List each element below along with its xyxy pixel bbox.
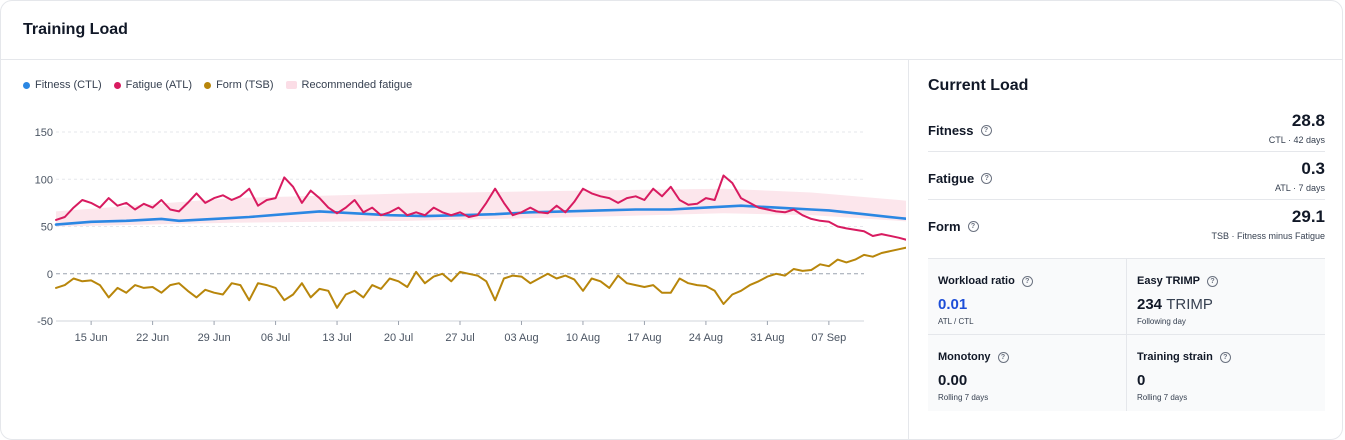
- x-tick-label: 27 Jul: [445, 332, 474, 344]
- training-load-chart: 150 100 50 0 -50 15 Jun 22 Jun 29 Jun 06 Jul 13 J…: [35, 127, 906, 344]
- card-title: Training Load: [23, 21, 128, 38]
- easy-trimp-value: 234 TRIMP: [1137, 296, 1213, 313]
- legend-item-fatigue[interactable]: Fatigue (ATL): [113, 79, 193, 91]
- header-divider: [1, 59, 1342, 60]
- fitness-value: 28.8: [1291, 111, 1325, 130]
- legend-swatch-fitness: [23, 81, 30, 89]
- form-row: Form ? 29.1 TSB · Fitness minus Fatigue: [928, 201, 1325, 249]
- legend-label-recommended-fatigue: Recommended fatigue: [301, 79, 413, 91]
- training-strain-value: 0: [1137, 372, 1146, 389]
- row-divider: [928, 151, 1325, 152]
- x-tick-label: 24 Aug: [689, 332, 723, 344]
- current-load-title: Current Load: [928, 77, 1029, 94]
- x-tick-label: 13 Jul: [322, 332, 351, 344]
- stats-grid: Workload ratio ? 0.01 ATL / CTL Easy TRI…: [928, 258, 1325, 411]
- x-tick-label: 10 Aug: [566, 332, 600, 344]
- y-tick-label: 150: [35, 127, 53, 139]
- monotony-label: Monotony ?: [938, 351, 1009, 363]
- form-sub: TSB · Fitness minus Fatigue: [1211, 231, 1325, 241]
- grid-divider-vertical: [1126, 259, 1127, 411]
- legend-label-fitness: Fitness (CTL): [35, 79, 102, 91]
- y-tick-label: 100: [35, 174, 53, 186]
- legend-item-fitness[interactable]: Fitness (CTL): [23, 79, 102, 91]
- workload-ratio-label-text: Workload ratio: [938, 275, 1015, 287]
- y-tick-label: 50: [41, 222, 53, 234]
- help-icon[interactable]: ?: [980, 125, 992, 136]
- easy-trimp-unit: TRIMP: [1166, 296, 1213, 313]
- fatigue-sub: ATL · 7 days: [1274, 183, 1325, 193]
- form-label-text: Form: [928, 219, 961, 234]
- help-icon[interactable]: ?: [1219, 351, 1231, 363]
- x-tick-label: 15 Jun: [75, 332, 108, 344]
- workload-ratio-sub: ATL / CTL: [938, 317, 974, 326]
- y-tick-label: 0: [47, 269, 53, 281]
- fatigue-value: 0.3: [1301, 159, 1325, 178]
- help-icon[interactable]: ?: [967, 221, 979, 232]
- help-icon[interactable]: ?: [981, 173, 993, 184]
- easy-trimp-sub: Following day: [1137, 317, 1186, 326]
- fatigue-label: Fatigue ?: [928, 171, 993, 186]
- legend-item-recommended-fatigue[interactable]: Recommended fatigue: [285, 79, 413, 91]
- training-strain-cell: Training strain ? 0 Rolling 7 days: [1127, 335, 1325, 410]
- easy-trimp-number: 234: [1137, 296, 1163, 313]
- x-tick-label: 22 Jun: [136, 332, 169, 344]
- legend-label-fatigue: Fatigue (ATL): [125, 79, 193, 91]
- legend-item-form[interactable]: Form (TSB): [204, 79, 274, 91]
- training-strain-label-text: Training strain: [1137, 351, 1213, 363]
- fitness-row: Fitness ? 28.8 CTL · 42 days: [928, 105, 1325, 153]
- recommended-fatigue-band: [56, 188, 906, 227]
- chart-legend: Fitness (CTL) Fatigue (ATL) Form (TSB) R…: [23, 79, 424, 91]
- help-icon[interactable]: ?: [1021, 275, 1033, 287]
- x-tick-label: 03 Aug: [504, 332, 538, 344]
- monotony-label-text: Monotony: [938, 351, 991, 363]
- panel-divider: [908, 60, 909, 440]
- legend-swatch-recommended-fatigue: [285, 81, 297, 89]
- fatigue-row: Fatigue ? 0.3 ATL · 7 days: [928, 153, 1325, 201]
- monotony-cell: Monotony ? 0.00 Rolling 7 days: [928, 335, 1126, 410]
- fatigue-label-text: Fatigue: [928, 171, 975, 186]
- x-tick-label: 07 Sep: [811, 332, 846, 344]
- help-icon[interactable]: ?: [997, 351, 1009, 363]
- fitness-label-text: Fitness: [928, 123, 974, 138]
- help-icon[interactable]: ?: [1206, 275, 1218, 287]
- x-tick-label: 06 Jul: [261, 332, 290, 344]
- workload-ratio-label: Workload ratio ?: [938, 275, 1033, 287]
- monotony-sub: Rolling 7 days: [938, 393, 989, 402]
- workload-ratio-value: 0.01: [938, 296, 968, 313]
- x-tick-label: 17 Aug: [627, 332, 661, 344]
- x-tick-label: 20 Jul: [384, 332, 413, 344]
- monotony-value: 0.00: [938, 372, 968, 389]
- training-strain-label: Training strain ?: [1137, 351, 1231, 363]
- x-tick-label: 29 Jun: [198, 332, 231, 344]
- legend-label-form: Form (TSB): [216, 79, 274, 91]
- series-line-form: [55, 246, 906, 309]
- fitness-label: Fitness ?: [928, 123, 992, 138]
- row-divider: [928, 199, 1325, 200]
- series-line-fatigue: [55, 174, 906, 241]
- workload-ratio-cell: Workload ratio ? 0.01 ATL / CTL: [928, 259, 1126, 334]
- form-value: 29.1: [1291, 207, 1325, 226]
- legend-swatch-form: [204, 81, 212, 89]
- easy-trimp-label-text: Easy TRIMP: [1137, 275, 1200, 287]
- x-tick-label: 31 Aug: [750, 332, 784, 344]
- training-strain-sub: Rolling 7 days: [1137, 393, 1188, 402]
- easy-trimp-cell: Easy TRIMP ? 234 TRIMP Following day: [1127, 259, 1325, 334]
- form-label: Form ?: [928, 219, 979, 234]
- legend-swatch-fatigue: [113, 81, 121, 89]
- grid-divider-horizontal: [928, 334, 1325, 335]
- series-line-fitness: [54, 204, 906, 226]
- easy-trimp-label: Easy TRIMP ?: [1137, 275, 1218, 287]
- y-tick-label: -50: [37, 316, 53, 328]
- fitness-sub: CTL · 42 days: [1268, 135, 1325, 145]
